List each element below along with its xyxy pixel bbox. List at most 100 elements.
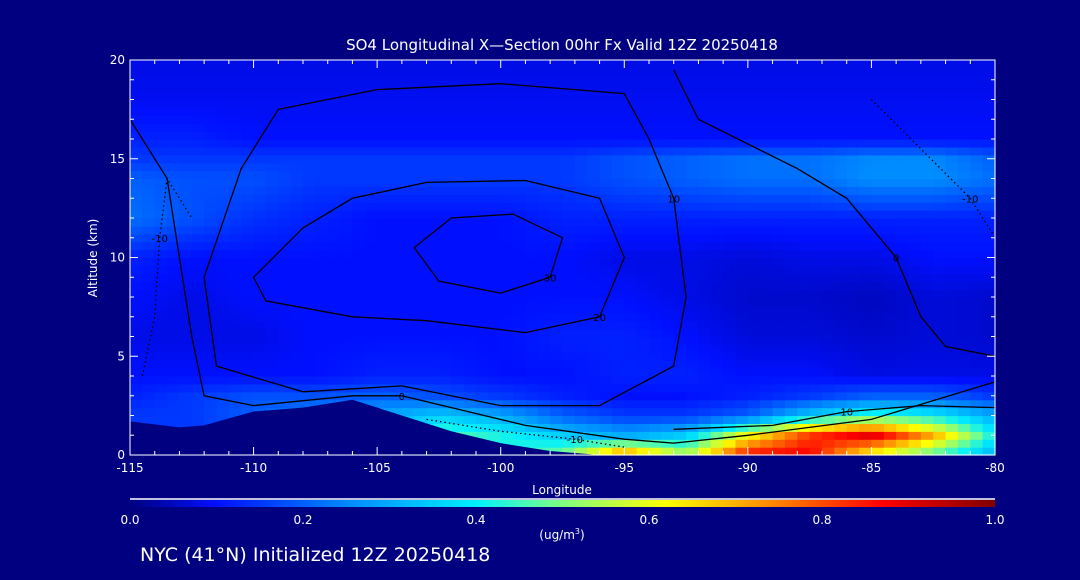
heatmap-cell — [426, 91, 440, 101]
heatmap-cell — [809, 297, 823, 306]
heatmap-cell — [463, 210, 477, 219]
heatmap-cell — [414, 352, 428, 361]
heatmap-cell — [574, 91, 588, 101]
heatmap-cell — [364, 218, 378, 227]
heatmap-cell — [587, 225, 601, 235]
heatmap-cell — [957, 131, 971, 140]
heatmap-cell — [649, 281, 662, 290]
heatmap-cell — [451, 241, 465, 251]
heatmap-cell — [253, 344, 267, 353]
heatmap-cell — [130, 281, 143, 290]
heatmap-cell — [661, 115, 675, 124]
heatmap-cell — [896, 83, 910, 93]
heatmap-cell — [488, 423, 502, 432]
heatmap-cell — [784, 162, 798, 172]
heatmap-cell — [673, 83, 687, 93]
heatmap-cell — [204, 289, 218, 298]
heatmap-cell — [636, 265, 650, 274]
heatmap-cell — [624, 431, 638, 440]
heatmap-cell — [278, 218, 292, 227]
heatmap-cell — [710, 368, 724, 377]
heatmap-cell — [377, 210, 391, 219]
heatmap-cell — [204, 225, 218, 235]
heatmap-cell — [364, 336, 378, 345]
heatmap-cell — [859, 273, 873, 282]
heatmap-cell — [871, 265, 885, 274]
heatmap-cell — [834, 115, 848, 124]
heatmap-cell — [784, 123, 798, 132]
heatmap-cell — [784, 320, 798, 330]
heatmap-cell — [883, 83, 897, 93]
heatmap-cell — [463, 265, 477, 274]
heatmap-cell — [649, 202, 662, 211]
heatmap-cell — [154, 233, 168, 243]
heatmap-cell — [772, 249, 786, 259]
heatmap-cell — [179, 352, 193, 361]
heatmap-cell — [747, 297, 761, 306]
heatmap-cell — [265, 154, 279, 164]
heatmap-cell — [933, 297, 947, 306]
heatmap-cell — [265, 344, 279, 353]
heatmap-cell — [303, 249, 316, 259]
heatmap-cell — [414, 415, 428, 424]
heatmap-cell — [364, 67, 378, 77]
heatmap-cell — [599, 146, 613, 156]
heatmap-cell — [661, 194, 675, 203]
heatmap-cell — [636, 146, 650, 156]
heatmap-cell — [908, 439, 922, 448]
heatmap-cell — [760, 202, 774, 211]
heatmap-cell — [636, 115, 650, 124]
heatmap-cell — [550, 139, 564, 148]
heatmap-cell — [377, 83, 391, 93]
heatmap-cell — [933, 91, 947, 101]
heatmap-cell — [846, 281, 860, 290]
heatmap-cell — [352, 107, 366, 116]
heatmap-cell — [809, 154, 823, 164]
heatmap-cell — [686, 170, 700, 180]
heatmap-cell — [673, 423, 687, 432]
heatmap-cell — [130, 241, 143, 251]
heatmap-cell — [352, 336, 366, 345]
heatmap-cell — [945, 423, 959, 432]
heatmap-cell — [525, 225, 539, 235]
heatmap-cell — [797, 320, 811, 330]
heatmap-cell — [216, 146, 230, 156]
heatmap-cell — [537, 352, 551, 361]
heatmap-cell — [908, 273, 922, 282]
heatmap-cell — [253, 328, 267, 338]
heatmap-cell — [352, 233, 366, 243]
heatmap-cell — [216, 170, 230, 180]
heatmap-cell — [352, 194, 366, 203]
heatmap-cell — [686, 447, 700, 456]
heatmap-cell — [278, 91, 292, 101]
heatmap-cell — [303, 391, 316, 401]
heatmap-cell — [476, 91, 489, 101]
heatmap-cell — [265, 107, 279, 116]
heatmap-cell — [228, 352, 242, 361]
heatmap-cell — [970, 312, 984, 322]
heatmap-cell — [661, 170, 675, 180]
heatmap-cell — [611, 383, 625, 393]
heatmap-cell — [241, 202, 255, 211]
heatmap-cell — [315, 289, 329, 298]
heatmap-cell — [982, 225, 996, 235]
heatmap-cell — [142, 399, 156, 409]
heatmap-cell — [710, 131, 724, 140]
heatmap-cell — [735, 162, 749, 172]
heatmap-cell — [772, 328, 786, 338]
heatmap-cell — [822, 241, 835, 251]
heatmap-cell — [933, 218, 947, 227]
heatmap-cell — [377, 328, 391, 338]
heatmap-cell — [945, 107, 959, 116]
heatmap-cell — [747, 218, 761, 227]
heatmap-cell — [649, 107, 662, 116]
heatmap-cell — [451, 257, 465, 266]
heatmap-cell — [896, 273, 910, 282]
heatmap-cell — [611, 210, 625, 219]
heatmap-cell — [327, 265, 341, 274]
heatmap-cell — [797, 162, 811, 172]
heatmap-cell — [611, 320, 625, 330]
heatmap-cell — [945, 225, 959, 235]
heatmap-cell — [574, 162, 588, 172]
heatmap-cell — [364, 257, 378, 266]
